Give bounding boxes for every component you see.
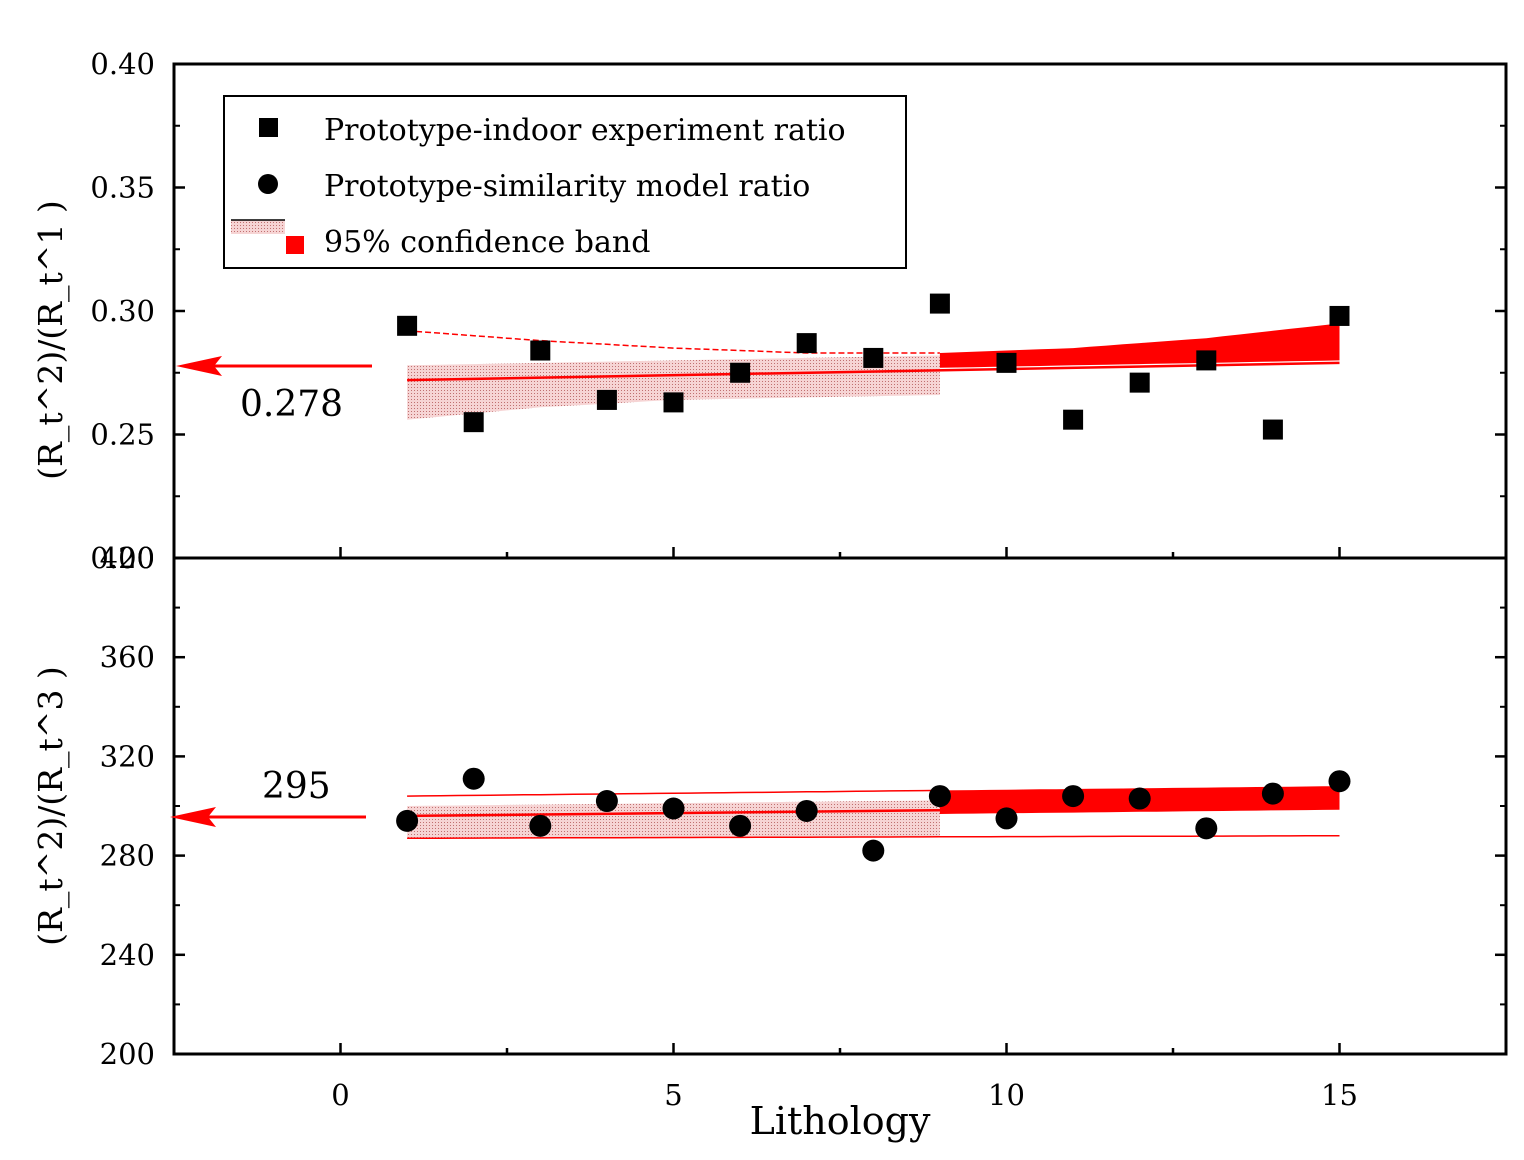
data-point-square xyxy=(596,389,617,410)
data-point-circle xyxy=(928,785,951,808)
data-point-circle xyxy=(795,799,818,822)
x-tick-label: 5 xyxy=(664,1078,682,1112)
y-tick-label: 0.40 xyxy=(90,47,155,81)
data-point-square xyxy=(1196,350,1217,371)
data-point-square xyxy=(796,333,817,354)
x-ticks: 0 5 10 15 xyxy=(172,547,1508,1112)
legend-circle-icon xyxy=(258,174,278,194)
band-upper-curve xyxy=(407,330,940,354)
data-point-circle xyxy=(662,797,685,820)
legend-band-solid-icon xyxy=(286,236,304,254)
legend-box xyxy=(223,95,907,269)
data-point-circle xyxy=(1328,770,1351,793)
data-point-square xyxy=(996,352,1017,373)
x-axis-label: Lithology xyxy=(750,1099,931,1143)
bottom-annotation-label: 295 xyxy=(262,766,331,807)
top-annotation: 0.278 xyxy=(176,356,372,425)
data-point-circle xyxy=(862,839,885,862)
top-arrow-icon xyxy=(176,356,222,376)
legend-square-icon xyxy=(259,118,278,137)
data-point-circle xyxy=(595,790,618,813)
data-point-circle xyxy=(1062,785,1085,808)
y-tick-label: 360 xyxy=(100,640,155,674)
data-point-square xyxy=(863,347,884,368)
top-fit-line xyxy=(407,361,1340,382)
y-tick-label: 400 xyxy=(100,541,155,575)
data-point-circle xyxy=(1261,782,1284,805)
data-point-square xyxy=(663,392,684,413)
data-point-circle xyxy=(1195,817,1218,840)
legend-label-similarity: Prototype-similarity model ratio xyxy=(324,169,810,204)
data-point-square xyxy=(463,412,484,433)
bottom-annotation: 295 xyxy=(170,766,366,827)
x-tick-label: 15 xyxy=(1321,1078,1358,1112)
y-tick-label: 0.30 xyxy=(90,294,155,328)
legend-band-hatch-icon xyxy=(231,220,285,234)
band-lower-curve xyxy=(407,835,1340,839)
band-solid-area xyxy=(939,323,1340,368)
bottom-y-axis-label: (R_t^2)/(R_t^3 ) xyxy=(31,666,71,946)
data-point-square xyxy=(397,315,418,336)
x-tick-label: 0 xyxy=(331,1078,349,1112)
top-data-points xyxy=(397,293,1350,440)
top-panel: 0.20 0.25 0.30 0.35 0.40 (R_t^2)/(R_t^1 ) 0.… xyxy=(31,47,1508,575)
band-upper-curve xyxy=(407,789,940,797)
data-point-circle xyxy=(995,807,1018,830)
data-point-square xyxy=(730,362,751,383)
data-point-square xyxy=(1063,409,1084,430)
data-point-circle xyxy=(1128,787,1151,810)
y-tick-label: 0.20 xyxy=(90,541,155,575)
y-tick-label: 200 xyxy=(100,1037,155,1071)
data-point-circle xyxy=(729,814,752,837)
data-point-square xyxy=(929,293,950,314)
data-point-square xyxy=(530,340,551,361)
bottom-arrow-icon xyxy=(170,807,216,827)
bottom-fit-line xyxy=(407,804,1340,818)
data-point-square xyxy=(1262,419,1283,440)
bottom-data-points xyxy=(396,767,1351,862)
fit-line xyxy=(407,361,1340,382)
y-tick-label: 320 xyxy=(100,739,155,773)
y-tick-label: 280 xyxy=(100,839,155,873)
y-tick-label: 0.35 xyxy=(90,171,155,205)
legend-label-band: 95% confidence band xyxy=(324,225,650,260)
data-point-square xyxy=(1329,305,1350,326)
fit-line xyxy=(407,804,1340,818)
y-tick-label: 0.25 xyxy=(90,418,155,452)
top-y-ticks: 0.20 0.25 0.30 0.35 0.40 xyxy=(90,47,1506,575)
x-tick-label: 10 xyxy=(988,1078,1025,1112)
top-annotation-label: 0.278 xyxy=(240,384,343,425)
legend-label-indoor: Prototype-indoor experiment ratio xyxy=(324,113,846,148)
data-point-circle xyxy=(396,809,419,832)
data-point-square xyxy=(1129,372,1150,393)
data-point-circle xyxy=(529,814,552,837)
top-y-axis-label: (R_t^2)/(R_t^1 ) xyxy=(31,200,71,480)
y-tick-label: 240 xyxy=(100,938,155,972)
legend: Prototype-indoor experiment ratio Protot… xyxy=(223,95,907,269)
data-point-circle xyxy=(462,767,485,790)
